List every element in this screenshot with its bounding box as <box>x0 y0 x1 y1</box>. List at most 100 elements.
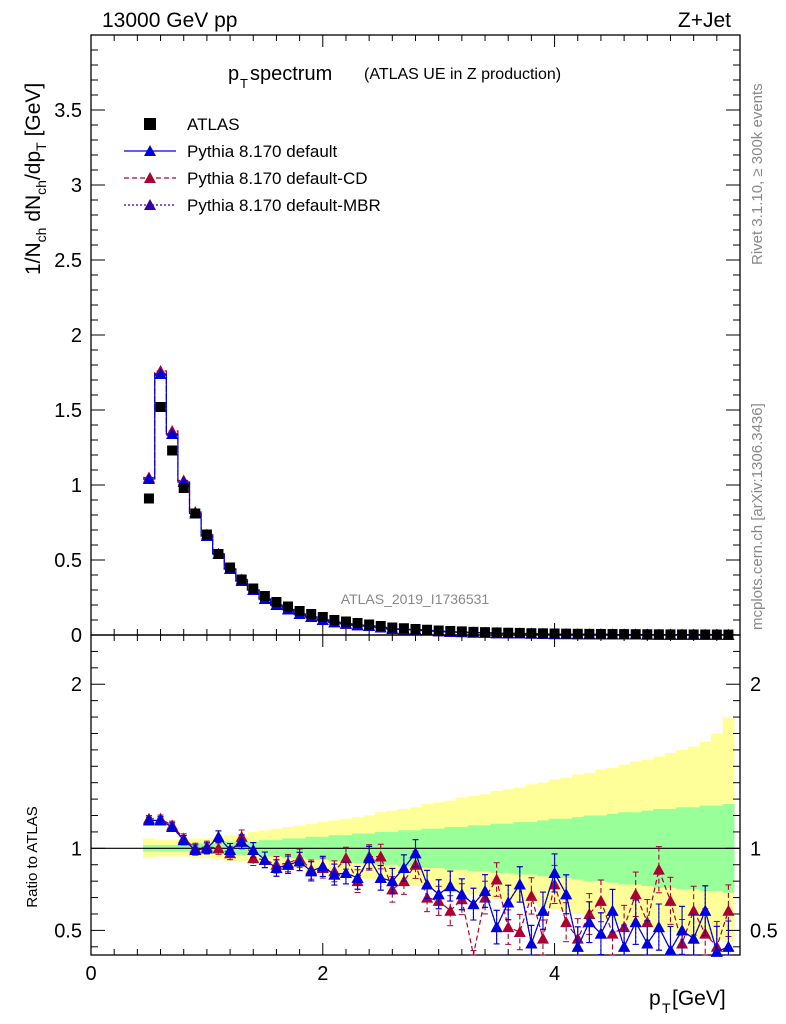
ratio-marker-0 <box>652 921 665 933</box>
ratio-marker-1 <box>212 842 225 854</box>
atlas-point <box>468 626 479 637</box>
atlas-point <box>561 628 572 639</box>
atlas-point <box>283 601 294 612</box>
ratio-marker-0 <box>166 821 179 832</box>
atlas-point <box>480 627 491 638</box>
atlas-point <box>167 445 178 456</box>
ratio-marker-0 <box>282 858 295 870</box>
ratio-marker-0 <box>154 814 167 826</box>
main-y-tick-label: 1 <box>71 475 82 497</box>
atlas-point <box>271 597 282 607</box>
ratio-marker-0 <box>386 875 399 887</box>
ratio-marker-0 <box>560 888 573 900</box>
legend-label: Pythia 8.170 default-MBR <box>187 196 381 215</box>
main-y-tick-label: 0 <box>71 625 82 647</box>
atlas-point <box>537 628 548 639</box>
ratio-y-tick-label-right: 0.5 <box>750 920 778 942</box>
ratio-marker-0 <box>525 937 538 949</box>
atlas-point <box>526 628 537 639</box>
atlas-point <box>433 625 444 636</box>
ratio-marker-0 <box>363 852 376 864</box>
main-marker-1 <box>142 473 155 484</box>
ratio-marker-0 <box>177 834 190 846</box>
title-note: (ATLAS UE in Z production) <box>364 66 561 83</box>
energy-label: 13000 GeV pp <box>102 9 237 32</box>
ratio-marker-0 <box>606 904 619 916</box>
atlas-point <box>491 627 502 638</box>
ratio-marker-0 <box>699 904 712 916</box>
ratio-marker-1 <box>502 921 515 933</box>
ratio-marker-1 <box>444 904 457 916</box>
atlas-point <box>607 629 618 640</box>
atlas-point <box>143 493 154 504</box>
atlas-point <box>630 629 641 640</box>
ratio-marker-0 <box>142 814 155 826</box>
ratio-plot-area: 0 2 4 0.5 0.5 1 1 2 2 <box>54 634 778 985</box>
main-ylabel: 1/Nch dNch/dpT [GeV] <box>22 83 49 275</box>
ratio-marker-1 <box>687 904 700 916</box>
ratio-marker-1 <box>536 932 549 944</box>
atlas-point <box>155 402 166 412</box>
legend-marker <box>144 172 156 183</box>
legend-label: ATLAS <box>187 115 240 134</box>
atlas-point <box>642 629 653 640</box>
ratio-marker-1 <box>606 927 619 939</box>
x-tick-label: 0 <box>85 963 96 985</box>
rivet-label: Rivet 3.1.10, ≥ 300k events <box>749 83 766 265</box>
ratio-marker-0 <box>467 898 480 910</box>
ratio-marker-0 <box>455 888 468 900</box>
ratio-marker-0 <box>397 862 410 874</box>
atlas-point <box>398 623 409 634</box>
main-y-tick-label: 1.5 <box>54 400 82 422</box>
ratio-marker-0 <box>571 940 584 952</box>
ratio-marker-0 <box>351 871 364 883</box>
ratio-marker-0 <box>316 860 329 872</box>
atlas-point <box>653 629 664 640</box>
ratio-marker-0 <box>664 944 677 956</box>
ratio-marker-1 <box>664 894 677 906</box>
ratio-marker-0 <box>235 835 248 847</box>
ratio-marker-0 <box>212 830 225 842</box>
atlas-point <box>410 624 421 634</box>
atlas-point <box>619 629 630 640</box>
atlas-point <box>514 627 525 638</box>
legend-marker <box>144 199 156 210</box>
ratio-marker-0 <box>513 878 526 890</box>
ratio-marker-0 <box>374 871 387 883</box>
main-plot-area: 0 0.5 1 1.5 2 2.5 3 3.5 <box>54 34 741 647</box>
ratio-marker-0 <box>339 866 352 878</box>
main-y-tick-label: 0.5 <box>54 550 82 572</box>
legend-marker-atlas <box>144 118 156 130</box>
ratio-marker-0 <box>224 843 237 855</box>
main-marker-1 <box>154 368 167 379</box>
atlas-point <box>584 628 595 639</box>
x-tick-label: 4 <box>549 963 560 985</box>
ratio-marker-0 <box>293 855 306 867</box>
legend: ATLAS Pythia 8.170 default Pythia 8.170 de… <box>124 115 381 215</box>
atlas-point <box>178 483 189 493</box>
ratio-marker-0 <box>536 904 549 916</box>
atlas-point <box>306 609 317 619</box>
atlas-point <box>329 615 340 625</box>
ratio-y-tick-label-right: 2 <box>750 674 761 696</box>
ratio-marker-1 <box>513 926 526 938</box>
ratio-marker-0 <box>629 916 642 928</box>
atlas-point <box>387 622 398 633</box>
atlas-point <box>248 583 259 594</box>
atlas-point <box>259 591 270 601</box>
ratio-marker-1 <box>629 888 642 900</box>
atlas-point <box>190 508 201 519</box>
ratio-marker-0 <box>490 921 503 933</box>
ratio-marker-1 <box>490 873 503 885</box>
atlas-point <box>317 612 328 622</box>
ratio-marker-0 <box>583 916 596 928</box>
ratio-marker-0 <box>328 868 341 880</box>
atlas-point <box>445 625 456 636</box>
ratio-marker-0 <box>189 843 202 855</box>
atlas-point <box>294 606 305 616</box>
plot-title: p T spectrum (ATLAS UE in Z production) <box>228 63 561 91</box>
x-tick-label: 2 <box>317 963 328 985</box>
ratio-marker-0 <box>722 940 735 952</box>
ratio-marker-0 <box>270 862 283 874</box>
